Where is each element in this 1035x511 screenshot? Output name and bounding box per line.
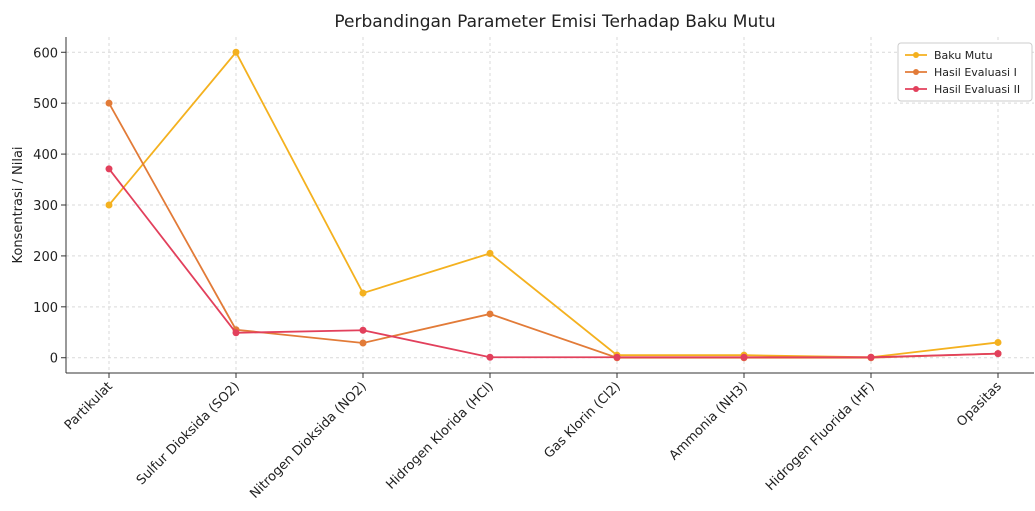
legend-swatch (913, 86, 919, 92)
point (359, 289, 367, 297)
point (232, 48, 240, 56)
point (486, 249, 494, 257)
y-tick-label: 100 (33, 301, 58, 316)
y-tick-label: 200 (33, 250, 58, 265)
legend-label: Hasil Evaluasi I (934, 66, 1017, 79)
legend-swatch (913, 52, 919, 58)
point (486, 310, 494, 318)
series-line (108, 102, 999, 359)
point (105, 99, 113, 107)
x-tick-label: Sulfur Dioksida (SO2) (134, 379, 243, 488)
point (359, 339, 367, 347)
x-tick-label: Partikulat (62, 379, 116, 433)
point (105, 165, 113, 173)
y-axis-label: Konsentrasi / Nilai (11, 146, 26, 263)
point (613, 353, 621, 361)
x-tick-label: Gas Klorin (Cl2) (541, 379, 623, 461)
y-tick-label: 500 (33, 97, 58, 112)
point (740, 353, 748, 361)
x-tick-label: Nitrogen Dioksida (NO2) (247, 379, 370, 502)
point (994, 350, 1002, 358)
legend-label: Baku Mutu (934, 49, 993, 62)
y-tick-label: 0 (50, 352, 58, 367)
point (232, 329, 240, 337)
x-tick-label: Hidrogen Fluorida (HF) (763, 379, 878, 494)
x-tick-label: Ammonia (NH3) (667, 379, 751, 463)
chart-title: Perbandingan Parameter Emisi Terhadap Ba… (334, 12, 775, 32)
y-tick-label: 400 (33, 148, 58, 163)
point (359, 326, 367, 334)
point (105, 201, 113, 209)
legend-label: Hasil Evaluasi II (934, 83, 1020, 96)
series-line (108, 168, 999, 359)
x-tick-label: Opasitas (954, 379, 1005, 430)
point (486, 353, 494, 361)
y-tick-label: 600 (33, 46, 58, 61)
legend-swatch (913, 69, 919, 75)
y-tick-label: 300 (33, 199, 58, 214)
point (867, 353, 875, 361)
legend-box (897, 42, 1033, 102)
point (994, 338, 1002, 346)
x-tick-label: Hidrogen Klorida (HCl) (383, 379, 496, 492)
